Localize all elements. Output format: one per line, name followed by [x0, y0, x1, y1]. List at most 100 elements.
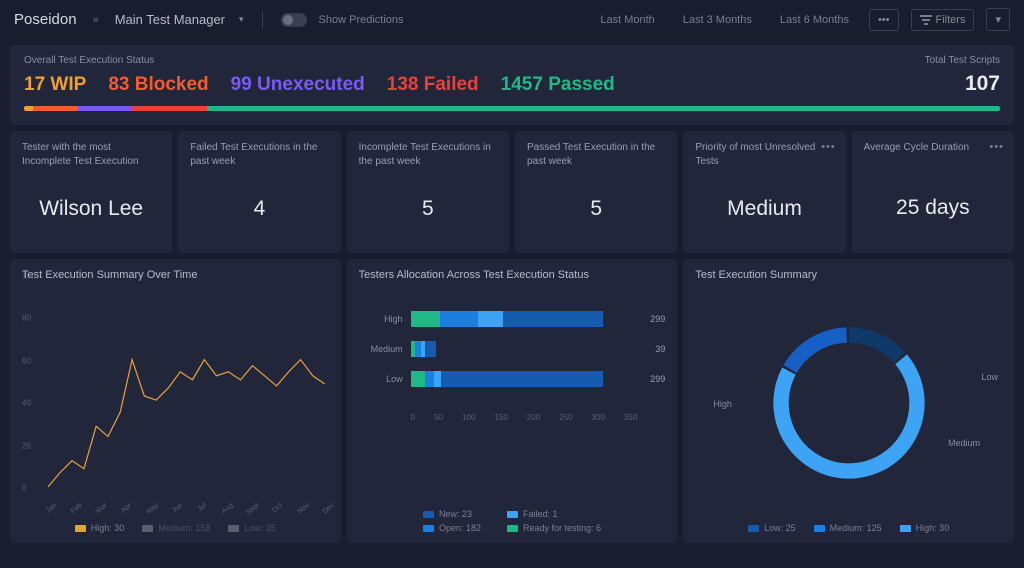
- hbar-segment: [415, 341, 422, 357]
- hbar-row: Low 299: [359, 371, 666, 387]
- legend-label: Ready for testing: 6: [523, 523, 601, 533]
- legend-item[interactable]: High: 30: [75, 523, 125, 533]
- x-tick: 100: [462, 413, 475, 422]
- hbar-segment: [411, 311, 440, 327]
- card-more-icon[interactable]: •••: [821, 141, 836, 153]
- card-title: Tester with the most Incomplete Test Exe…: [22, 141, 160, 168]
- hbar-label: Low: [359, 374, 403, 384]
- legend-label: Open: 182: [439, 523, 481, 533]
- legend-label: Failed: 1: [523, 509, 558, 519]
- legend-item[interactable]: Low: 25: [748, 523, 796, 533]
- status-count: 99 Unexecuted: [231, 74, 365, 96]
- legend-item[interactable]: Failed: 1: [507, 509, 601, 519]
- dots-icon: •••: [878, 14, 890, 26]
- x-tick: Aug: [221, 502, 235, 515]
- status-count: 138 Failed: [387, 74, 479, 96]
- x-tick: Apr: [121, 502, 134, 514]
- x-tick: 0: [411, 413, 415, 422]
- chevron-down-icon[interactable]: ▾: [239, 14, 244, 25]
- status-count: 83 Blocked: [108, 74, 208, 96]
- card-title: Failed Test Executions in the past week: [190, 141, 328, 168]
- legend-swatch: [748, 525, 759, 532]
- donut-segment: [849, 335, 900, 357]
- page-title[interactable]: Main Test Manager: [115, 12, 225, 27]
- donut-chart-legend: Low: 25 Medium: 125 High: 30: [695, 523, 1002, 533]
- hbar-row: High299: [359, 311, 666, 327]
- chart-title: Test Execution Summary Over Time: [22, 269, 329, 281]
- card-title: Passed Test Execution in the past week: [527, 141, 665, 168]
- line-chart-body: JanFebMarAprMayJunJulAugSeptOctNovDec 02…: [22, 291, 329, 515]
- divider: [262, 11, 263, 29]
- donut-label-low: Low: [981, 372, 998, 382]
- dropdown-button[interactable]: ▾: [986, 8, 1010, 31]
- legend-item[interactable]: Medium: 158: [142, 523, 210, 533]
- card-value: Wilson Lee: [22, 174, 160, 243]
- legend-label: New: 23: [439, 509, 472, 519]
- kpi-card: Failed Test Executions in the past week 4: [178, 131, 340, 253]
- hbar-segment: [503, 311, 604, 327]
- status-bar-segment: [33, 106, 78, 111]
- chart-title: Test Execution Summary: [695, 269, 1002, 281]
- x-tick: May: [145, 502, 160, 516]
- hbar-segment: [440, 311, 479, 327]
- x-tick: Dec: [321, 502, 335, 515]
- brand-name: Poseidon: [14, 11, 77, 28]
- x-tick: Sept: [245, 502, 261, 517]
- legend-item[interactable]: Low: 35: [228, 523, 276, 533]
- legend-item[interactable]: High: 30: [900, 523, 950, 533]
- hbar-chart-body: High299Medium39Low2990501001502002503003…: [359, 291, 666, 501]
- legend-swatch: [142, 525, 153, 532]
- status-count: 1457 Passed: [501, 74, 615, 96]
- donut-segment: [781, 359, 917, 471]
- legend-swatch: [507, 511, 518, 518]
- legend-item[interactable]: Open: 182: [423, 523, 481, 533]
- hbar-value: 299: [650, 374, 665, 384]
- x-tick: Nov: [296, 502, 310, 515]
- donut-segment: [790, 335, 847, 369]
- time-range-button[interactable]: Last 6 Months: [772, 10, 857, 30]
- card-title: Average Cycle Duration: [864, 141, 1002, 167]
- x-tick: 150: [494, 413, 507, 422]
- time-range-button[interactable]: Last Month: [592, 10, 662, 30]
- x-tick: Feb: [70, 502, 84, 515]
- status-bar-segment: [24, 106, 33, 111]
- legend-item[interactable]: Medium: 125: [814, 523, 882, 533]
- y-tick: 100: [22, 272, 35, 281]
- legend-swatch: [423, 511, 434, 518]
- status-counts: 17 WIP83 Blocked99 Unexecuted138 Failed1…: [24, 74, 615, 96]
- kpi-card: Incomplete Test Executions in the past w…: [347, 131, 509, 253]
- card-value: Medium: [695, 174, 833, 243]
- legend-label: Low: 35: [244, 523, 276, 533]
- legend-item[interactable]: New: 23: [423, 509, 481, 519]
- time-range-button[interactable]: Last 3 Months: [675, 10, 760, 30]
- filters-button[interactable]: Filters: [911, 9, 975, 31]
- more-button[interactable]: •••: [869, 9, 899, 31]
- x-tick: 350: [624, 413, 637, 422]
- breadcrumb-chevron-icon: »: [93, 14, 99, 26]
- predictions-toggle[interactable]: [281, 13, 307, 27]
- y-tick: 60: [22, 356, 31, 365]
- line-chart-card: Test Execution Summary Over Time JanFebM…: [10, 259, 341, 543]
- top-header: Poseidon » Main Test Manager ▾ Show Pred…: [0, 0, 1024, 39]
- card-more-icon[interactable]: •••: [989, 141, 1004, 153]
- hbar-value: 299: [650, 314, 665, 324]
- chevron-down-icon: ▾: [995, 13, 1001, 26]
- donut-chart-card: Test Execution Summary Low Medium High L…: [683, 259, 1014, 543]
- legend-swatch: [900, 525, 911, 532]
- card-value: 5: [359, 174, 497, 243]
- legend-label: High: 30: [91, 523, 125, 533]
- x-tick: Jun: [171, 502, 184, 515]
- donut-chart-body: Low Medium High: [695, 291, 1002, 515]
- kpi-card: Average Cycle Duration25 days•••: [852, 131, 1014, 253]
- legend-swatch: [814, 525, 825, 532]
- legend-item[interactable]: Ready for testing: 6: [507, 523, 601, 533]
- y-tick: 80: [22, 314, 31, 323]
- hbar-chart-legend: New: 23 Failed: 1 Open: 182 Ready for testi…: [359, 509, 666, 533]
- donut-label-high: High: [713, 399, 732, 409]
- card-title: Priority of most Unresolved Tests: [695, 141, 833, 168]
- hbar-label: Medium: [359, 344, 403, 354]
- kpi-card: Passed Test Execution in the past week5: [515, 131, 677, 253]
- card-value: 4: [190, 174, 328, 243]
- legend-label: High: 30: [916, 523, 950, 533]
- status-bar: Overall Test Execution Status Total Test…: [10, 45, 1014, 125]
